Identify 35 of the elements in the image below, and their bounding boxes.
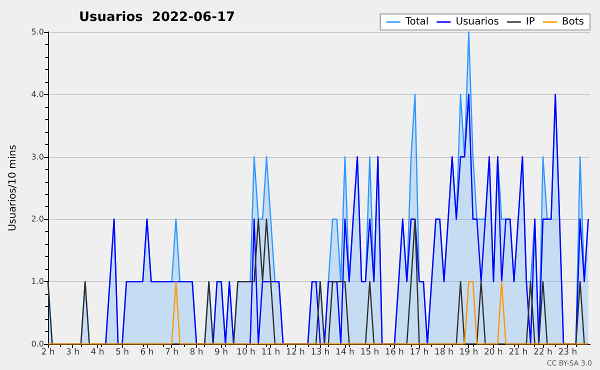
chart-title: Usuarios 2022-06-17	[79, 10, 236, 25]
x-tick-label: 23 h	[558, 348, 578, 358]
x-tick-label: 5 h	[115, 348, 129, 358]
x-tick-label: 14 h	[336, 348, 354, 358]
y-tick-label: 4.0	[31, 90, 44, 99]
y-tick-label: 1.0	[31, 277, 44, 286]
x-tick-label: 6 h	[140, 348, 154, 358]
x-tick-label: 19 h	[459, 348, 478, 358]
x-tick-label: 15 h	[360, 348, 380, 358]
x-tick-label: 17 h	[410, 348, 429, 358]
x-tick-label: 2 h	[41, 348, 55, 358]
x-tick-label: 7 h	[164, 348, 178, 358]
legend-label: Total	[404, 16, 429, 28]
x-tick-label: 10 h	[236, 348, 256, 358]
x-tick-label: 18 h	[434, 348, 454, 358]
y-tick-label: 2.0	[31, 214, 44, 224]
x-tick-label: 11 h	[261, 348, 280, 358]
y-tick-label: 0.0	[31, 340, 44, 348]
x-tick-label: 9 h	[214, 348, 228, 358]
line-series	[105, 94, 589, 345]
y-tick-label: 5.0	[31, 28, 44, 36]
legend-label: IP	[526, 16, 535, 28]
x-tick-label: 22 h	[534, 348, 552, 358]
x-tick-label: 8 h	[190, 348, 204, 358]
x-tick-label: 20 h	[484, 348, 503, 358]
x-tick-label: 16 h	[385, 348, 404, 358]
x-tick-label: 13 h	[310, 348, 330, 358]
legend-label: Bots	[562, 16, 584, 28]
y-tick-label: 3.0	[31, 152, 44, 162]
x-tick-label: 21 h	[508, 348, 528, 358]
x-tick-label: 4 h	[90, 348, 104, 358]
legend-label: Usuarios	[456, 16, 499, 28]
x-tick-label: 3 h	[66, 348, 80, 358]
y-axis-title: Usuarios/10 mins	[8, 144, 18, 232]
x-tick-label: 12 h	[286, 348, 305, 358]
